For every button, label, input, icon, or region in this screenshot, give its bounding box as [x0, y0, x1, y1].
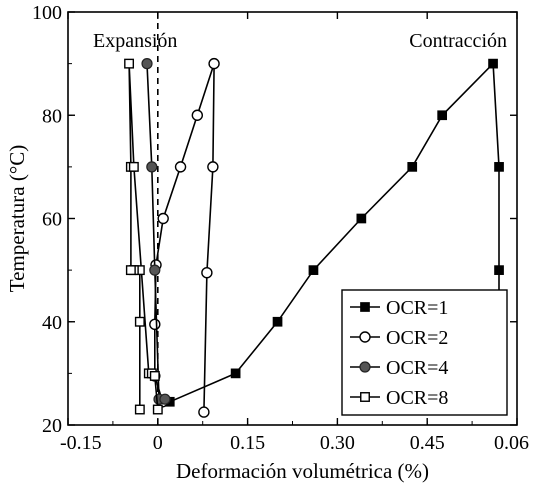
data-point [159, 393, 171, 405]
legend-marker [360, 302, 370, 312]
x-tick-label: 0.06 [494, 432, 529, 454]
data-point [134, 316, 145, 327]
data-point [149, 264, 161, 276]
series-ocr-8 [124, 58, 163, 415]
data-point [134, 404, 145, 415]
legend-label: OCR=8 [386, 387, 448, 409]
x-tick-label: 0 [153, 432, 163, 454]
data-point [437, 110, 448, 121]
legend-marker [359, 361, 371, 373]
legend-item: OCR=8 [350, 387, 448, 409]
data-point [191, 109, 204, 121]
legend-item: OCR=2 [350, 327, 448, 349]
data-point [141, 58, 153, 70]
data-point [157, 212, 169, 225]
y-tick-label: 60 [42, 209, 62, 231]
legend-label: OCR=2 [386, 327, 448, 349]
series-layer [124, 57, 504, 418]
legend-label: OCR=4 [386, 357, 448, 379]
data-point [128, 161, 139, 172]
data-point [207, 161, 219, 173]
series-line [146, 63, 165, 400]
data-point [149, 318, 161, 331]
y-tick-label: 20 [42, 415, 62, 437]
data-point [407, 162, 418, 172]
y-tick-label: 40 [42, 312, 62, 334]
data-point [272, 316, 283, 327]
data-point [125, 265, 136, 276]
data-point [230, 368, 241, 379]
series-line [154, 63, 215, 413]
y-tick-label: 100 [32, 2, 62, 24]
series-ocr-2 [149, 57, 220, 418]
legend-marker [360, 392, 370, 402]
data-point [152, 404, 163, 415]
legend-marker [359, 331, 371, 343]
legend: OCR=1 OCR=2 OCR=4 OCR=8 [341, 289, 508, 416]
x-tick-label: -0.15 [60, 432, 102, 454]
x-tick-label: 0.30 [320, 432, 355, 454]
data-point [146, 161, 158, 173]
data-point [208, 57, 220, 70]
annotation-expansion: Expansión [93, 30, 177, 52]
legend-label: OCR=1 [386, 297, 448, 319]
axes: -0.15 0 0.15 0.30 0.45 0.06 20 40 60 80 100 Deforma… [5, 2, 529, 483]
legend-item: OCR=4 [350, 357, 448, 379]
data-point [198, 406, 210, 418]
series-ocr-4 [141, 58, 171, 405]
data-point [494, 265, 504, 275]
x-tick-label: 0.45 [410, 432, 445, 454]
data-point [174, 161, 187, 173]
annotation-contraction: Contracción [409, 30, 507, 52]
y-axis-title: Temperatura (°C) [5, 145, 29, 292]
data-point [201, 267, 213, 279]
data-point [149, 371, 160, 381]
data-point [124, 58, 135, 69]
x-tick-label: 0.15 [230, 432, 265, 454]
data-point [494, 162, 504, 172]
x-axis-title: Deformación volumétrica (%) [176, 459, 429, 483]
data-point [308, 265, 319, 275]
data-point [488, 58, 498, 69]
legend-item: OCR=1 [350, 297, 448, 319]
data-point [356, 213, 367, 224]
y-tick-label: 80 [42, 105, 62, 127]
